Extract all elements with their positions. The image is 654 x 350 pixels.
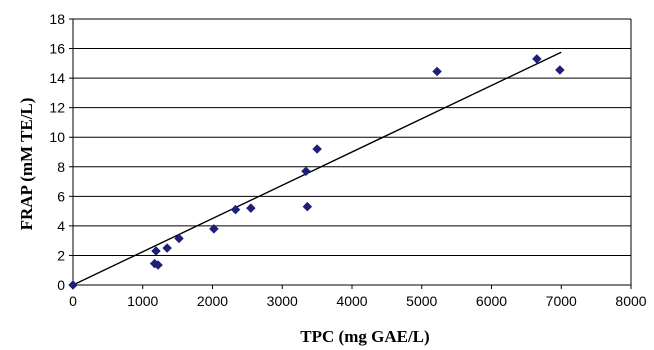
y-tick-label-6: 12 <box>49 100 65 116</box>
x-tick-label-8: 8000 <box>615 293 646 309</box>
y-tick-label-9: 18 <box>49 11 65 27</box>
gridlines <box>73 18 631 256</box>
data-point-0-4 <box>162 243 173 253</box>
y-tick-label-1: 2 <box>57 247 65 263</box>
ticks: 0 2 4 6 8 10 12 14 16 18 0 1000 2000 3000 4000 5000 6000… <box>49 11 646 309</box>
y-axis-title: FRAP (mM TE/L) <box>17 98 36 231</box>
y-tick-label-4: 8 <box>57 159 65 175</box>
data-point-0-0 <box>68 280 78 290</box>
y-tick-label-0: 0 <box>57 277 65 293</box>
data-point-0-14 <box>555 65 565 75</box>
data-point-0-9 <box>301 166 311 177</box>
x-tick-label-0: 0 <box>69 293 77 309</box>
data-points <box>68 54 565 290</box>
data-point-0-10 <box>302 201 313 212</box>
x-tick-label-7: 7000 <box>546 293 577 309</box>
y-tick-label-5: 10 <box>49 129 65 145</box>
x-tick-label-4: 4000 <box>336 293 367 309</box>
data-point-0-2 <box>151 246 161 256</box>
data-point-0-3 <box>153 260 163 270</box>
x-tick-label-6: 6000 <box>476 293 507 309</box>
data-point-0-13 <box>531 54 542 64</box>
trendline <box>72 51 562 286</box>
data-point-0-8 <box>246 203 256 214</box>
data-point-0-5 <box>174 233 184 244</box>
y-tick-label-2: 4 <box>57 218 65 234</box>
x-tick-label-2: 2000 <box>197 293 228 309</box>
trendline-group <box>72 51 562 286</box>
x-tick-label-5: 5000 <box>406 293 437 309</box>
y-tick-label-7: 14 <box>49 70 65 86</box>
data-point-0-7 <box>230 204 241 215</box>
x-axis-title: TPC (mg GAE/L) <box>300 327 429 346</box>
x-tick-label-3: 3000 <box>267 293 298 309</box>
x-tick-label-1: 1000 <box>127 293 158 309</box>
data-point-0-12 <box>432 66 442 77</box>
y-tick-label-8: 16 <box>49 41 65 57</box>
data-point-0-6 <box>209 223 219 234</box>
y-tick-label-3: 6 <box>57 188 65 204</box>
data-point-0-11 <box>312 144 322 154</box>
